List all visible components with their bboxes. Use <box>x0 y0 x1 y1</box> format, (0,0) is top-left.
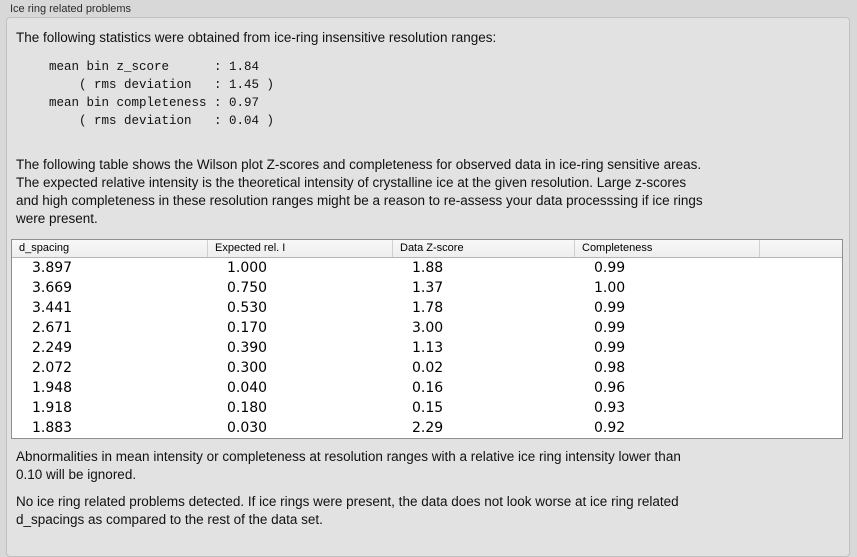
cell-data-z-score: 1.88 <box>412 260 444 276</box>
table-row[interactable]: 3.897 1.000 1.88 0.99 <box>12 258 842 278</box>
cell-expected-rel-i: 0.170 <box>227 320 268 336</box>
cell-d-spacing: 1.883 <box>32 420 73 436</box>
cell-completeness: 0.96 <box>594 380 626 396</box>
cell-data-z-score: 0.15 <box>412 400 444 416</box>
cell-completeness: 0.99 <box>594 260 626 276</box>
conclusion-text: No ice ring related problems detected. I… <box>16 494 679 527</box>
cell-expected-rel-i: 0.180 <box>227 400 268 416</box>
cell-completeness: 0.93 <box>594 400 626 416</box>
cell-d-spacing: 2.249 <box>32 340 73 356</box>
column-header-expected-rel-i[interactable]: Expected rel. I <box>207 240 392 257</box>
column-header-completeness[interactable]: Completeness <box>574 240 759 257</box>
table-row[interactable]: 1.883 0.030 2.29 0.92 <box>12 418 842 438</box>
ignore-note-text: Abnormalities in mean intensity or compl… <box>16 449 681 482</box>
cell-expected-rel-i: 0.750 <box>227 280 268 296</box>
cell-data-z-score: 1.13 <box>412 340 444 356</box>
groupbox-title: Ice ring related problems <box>10 3 132 15</box>
cell-d-spacing: 3.441 <box>32 300 73 316</box>
column-header-d-spacing[interactable]: d_spacing <box>19 242 70 254</box>
cell-completeness: 0.99 <box>594 340 626 356</box>
table-row[interactable]: 2.249 0.390 1.13 0.99 <box>12 338 842 358</box>
cell-data-z-score: 0.02 <box>412 360 444 376</box>
stats-intro-text: The following statistics were obtained f… <box>16 30 497 45</box>
cell-completeness: 0.99 <box>594 300 626 316</box>
table-row[interactable]: 3.441 0.530 1.78 0.99 <box>12 298 842 318</box>
column-header-data-z-score[interactable]: Data Z-score <box>392 240 574 257</box>
cell-expected-rel-i: 0.030 <box>227 420 268 436</box>
cell-d-spacing: 1.918 <box>32 400 73 416</box>
cell-data-z-score: 1.37 <box>412 280 444 296</box>
cell-d-spacing: 2.671 <box>32 320 73 336</box>
column-header-empty <box>759 240 842 257</box>
cell-completeness: 0.92 <box>594 420 626 436</box>
cell-data-z-score: 2.29 <box>412 420 444 436</box>
cell-data-z-score: 1.78 <box>412 300 444 316</box>
cell-d-spacing: 2.072 <box>32 360 73 376</box>
cell-expected-rel-i: 0.390 <box>227 340 268 356</box>
table-row[interactable]: 2.072 0.300 0.02 0.98 <box>12 358 842 378</box>
cell-d-spacing: 1.948 <box>32 380 73 396</box>
table-description-text: The following table shows the Wilson plo… <box>16 157 703 226</box>
cell-expected-rel-i: 1.000 <box>227 260 268 276</box>
cell-d-spacing: 3.669 <box>32 280 73 296</box>
cell-completeness: 1.00 <box>594 280 626 296</box>
cell-data-z-score: 0.16 <box>412 380 444 396</box>
ice-ring-table: d_spacing Expected rel. I Data Z-score C… <box>11 239 843 439</box>
cell-completeness: 0.98 <box>594 360 626 376</box>
cell-expected-rel-i: 0.300 <box>227 360 268 376</box>
stats-block: mean bin z_score : 1.84 ( rms deviation … <box>49 60 275 128</box>
table-row[interactable]: 2.671 0.170 3.00 0.99 <box>12 318 842 338</box>
table-row[interactable]: 1.948 0.040 0.16 0.96 <box>12 378 842 398</box>
ice-ring-groupbox: The following statistics were obtained f… <box>6 17 850 557</box>
cell-expected-rel-i: 0.040 <box>227 380 268 396</box>
cell-completeness: 0.99 <box>594 320 626 336</box>
cell-data-z-score: 3.00 <box>412 320 444 336</box>
cell-d-spacing: 3.897 <box>32 260 73 276</box>
cell-expected-rel-i: 0.530 <box>227 300 268 316</box>
table-row[interactable]: 3.669 0.750 1.37 1.00 <box>12 278 842 298</box>
table-header-row: d_spacing Expected rel. I Data Z-score C… <box>12 240 842 258</box>
table-row[interactable]: 1.918 0.180 0.15 0.93 <box>12 398 842 418</box>
